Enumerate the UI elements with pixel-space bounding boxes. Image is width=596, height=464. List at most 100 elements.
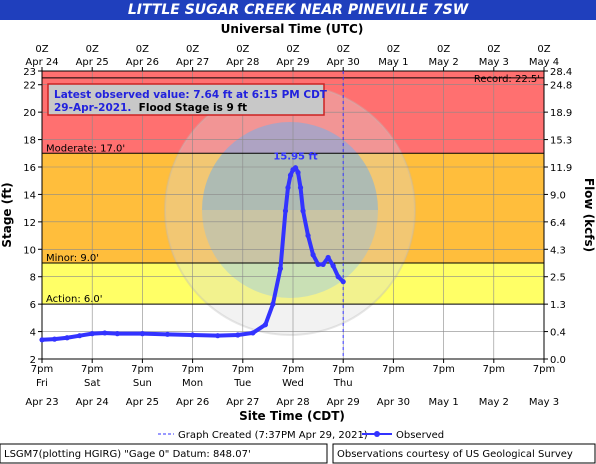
top-tick-time: 0Z [35,44,48,55]
observed-point [250,330,256,336]
legend-created-label: Graph Created (7:37PM Apr 29, 2021) [178,430,368,441]
flood-label-moderate: Moderate: 17.0' [46,143,125,154]
flood-stage-note: Flood Stage is 9 ft [131,102,247,114]
latest-value-date: 29-Apr-2021. [54,102,131,114]
left-axis-ticks: 2 4 6 8 10 12 14 16 18 20 22 23 [23,67,42,366]
bottom-tick-time: 7pm [432,364,454,375]
hydrograph-chart: Universal Time (UTC) Action: 6.0' Minor: … [0,22,596,464]
observed-point [270,301,276,307]
top-tick-time: 0Z [286,44,299,55]
top-tick-time: 0Z [487,44,500,55]
bottom-tick-day: Sun [133,378,152,389]
observed-point [297,184,304,191]
bottom-tick-time: 7pm [282,364,304,375]
latest-value-box: Latest observed value: 7.64 ft at 6:15 P… [47,83,328,116]
observed-point [285,184,291,191]
right-tick-label: 0.0 [550,355,566,366]
top-tick-date: Apr 28 [226,57,259,68]
legend-observed-label: Observed [396,430,444,441]
left-tick-label: 8 [30,273,36,284]
bottom-tick-date: May 1 [428,397,458,408]
bottom-axis-title: Site Time (CDT) [239,409,345,423]
bottom-tick-date: Apr 23 [25,397,58,408]
bottom-tick-time: 7pm [131,364,153,375]
top-tick-date: May 2 [428,57,458,68]
peak-label: 15.95 ft [273,152,317,163]
bottom-tick-time: 7pm [483,364,505,375]
right-tick-label: 28.4 [550,67,572,78]
bottom-tick-date: Apr 24 [76,397,109,408]
observed-point [310,252,316,258]
left-tick-label: 20 [23,108,36,119]
noaa-watermark [164,84,416,336]
observed-point [235,332,241,338]
top-tick-date: May 4 [529,57,559,68]
observed-point [39,337,45,343]
observed-point [315,261,321,267]
observed-point [77,333,83,339]
bottom-tick-day: Mon [182,378,203,389]
observed-point [64,335,70,341]
observed-point [320,261,326,267]
bottom-tick-date: Apr 26 [176,397,209,408]
bottom-tick-time: 7pm [31,364,53,375]
right-tick-label: 9.0 [550,190,566,201]
observed-point [139,331,145,337]
bottom-tick-day: Thu [333,378,353,389]
right-tick-label: 24.8 [550,81,572,92]
top-tick-date: May 3 [479,57,509,68]
footer-credit: Observations courtesy of US Geological S… [337,449,573,460]
top-tick-time: 0Z [387,44,400,55]
bottom-tick-day: Wed [282,378,304,389]
bottom-tick-date: Apr 28 [276,397,309,408]
observed-point [89,331,95,337]
left-tick-label: 4 [30,328,36,339]
right-tick-label: 18.9 [550,108,572,119]
right-tick-label: 2.5 [550,273,566,284]
observed-point [262,322,268,328]
observed-point [340,279,346,285]
footer-datum: LSGM7(plotting HGIRG) "Gage 0" Datum: 84… [4,449,251,460]
observed-point [292,165,299,171]
left-tick-label: 12 [23,218,36,229]
observed-point [330,263,336,269]
chart-title: LITTLE SUGAR CREEK NEAR PINEVILLE 7SW [0,0,596,20]
right-tick-label: 0.4 [550,328,566,339]
top-tick-date: Apr 25 [76,57,109,68]
observed-point [164,331,171,337]
observed-point [287,172,294,178]
observed-point [295,169,301,176]
bottom-tick-day: Fri [36,378,48,389]
bottom-tick-time: 7pm [533,364,555,375]
left-axis-title: Stage (ft) [0,182,14,247]
right-axis-title: Flow (kcfs) [582,178,596,252]
right-axis-ticks: 0.0 0.4 1.3 2.5 4.3 6.4 9.0 11.9 15.3 18.9 24.8 28.… [544,67,572,366]
latest-value-line1: Latest observed value: 7.64 ft at 6:15 P… [54,89,328,101]
bottom-tick-date: May 3 [529,397,559,408]
left-tick-label: 2 [30,355,36,366]
top-tick-date: Apr 30 [327,57,360,68]
observed-point [114,331,120,337]
flood-label-action: Action: 6.0' [46,294,103,305]
top-tick-date: Apr 24 [25,57,58,68]
observed-point [51,336,58,342]
observed-series [39,165,346,343]
observed-point [277,265,284,272]
top-tick-time: 0Z [136,44,149,55]
footer-right-box [332,443,596,464]
top-tick-time: 0Z [86,44,99,55]
bottom-tick-time: 7pm [382,364,404,375]
right-tick-label: 6.4 [550,218,566,229]
bottom-tick-day: Sat [84,378,100,389]
left-tick-label: 23 [23,67,36,78]
latest-value-box-frame [47,83,325,116]
left-tick-label: 16 [23,163,36,174]
left-tick-label: 10 [23,245,36,256]
left-tick-label: 6 [30,300,36,311]
observed-point [300,208,306,214]
flood-stage-labels: Action: 6.0' Minor: 9.0' Moderate: 17.0' Re… [42,74,544,305]
footer-left-box [0,443,328,464]
right-tick-label: 4.3 [550,245,566,256]
observed-point [215,333,221,339]
bottom-tick-time: 7pm [332,364,354,375]
